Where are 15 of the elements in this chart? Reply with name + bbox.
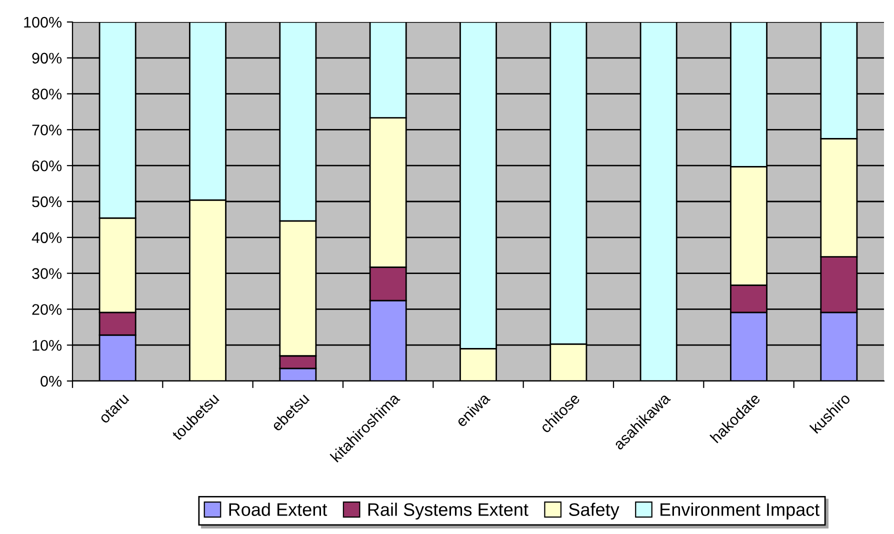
y-tick-label: 80% bbox=[32, 88, 62, 100]
legend-label: Road Extent bbox=[229, 502, 328, 516]
y-tick-label: 70% bbox=[32, 124, 62, 136]
y-tick-label: 90% bbox=[32, 52, 62, 64]
legend-label: Rail Systems Extent bbox=[368, 502, 528, 520]
y-tick-label: 40% bbox=[32, 232, 62, 244]
y-tick-label: 30% bbox=[32, 268, 62, 279]
y-tick-label: 20% bbox=[32, 304, 62, 315]
legend-label: Safety bbox=[569, 502, 620, 520]
y-tick-label: 100% bbox=[24, 16, 62, 28]
legend-label: Environment Impact bbox=[660, 502, 820, 520]
y-tick-label: 10% bbox=[32, 340, 62, 351]
y-tick-label: 0% bbox=[40, 376, 62, 387]
y-tick-label: 60% bbox=[32, 160, 62, 172]
y-tick-label: 50% bbox=[32, 196, 62, 208]
